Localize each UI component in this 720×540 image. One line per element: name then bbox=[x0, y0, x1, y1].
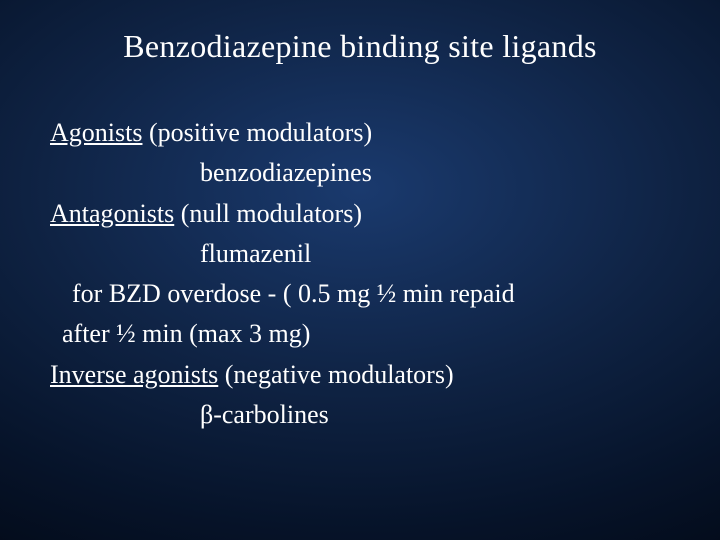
line-agonists: Agonists (positive modulators) bbox=[50, 113, 670, 153]
inverse-agonists-label: Inverse agonists bbox=[50, 360, 218, 389]
line-flumazenil: flumazenil bbox=[50, 234, 670, 274]
line-carbolines: β-carbolines bbox=[50, 395, 670, 435]
line-benzodiazepines: benzodiazepines bbox=[50, 153, 670, 193]
antagonists-desc: (null modulators) bbox=[174, 199, 362, 228]
line-overdose-1: for BZD overdose - ( 0.5 mg ½ min repaid bbox=[50, 274, 670, 314]
line-overdose-2: after ½ min (max 3 mg) bbox=[50, 314, 670, 354]
inverse-agonists-desc: (negative modulators) bbox=[218, 360, 453, 389]
agonists-desc: (positive modulators) bbox=[142, 118, 372, 147]
line-antagonists: Antagonists (null modulators) bbox=[50, 194, 670, 234]
line-inverse-agonists: Inverse agonists (negative modulators) bbox=[50, 355, 670, 395]
slide: Benzodiazepine binding site ligands Agon… bbox=[0, 0, 720, 540]
slide-content: Agonists (positive modulators) benzodiaz… bbox=[50, 113, 670, 435]
antagonists-label: Antagonists bbox=[50, 199, 174, 228]
slide-title: Benzodiazepine binding site ligands bbox=[50, 28, 670, 65]
agonists-label: Agonists bbox=[50, 118, 142, 147]
